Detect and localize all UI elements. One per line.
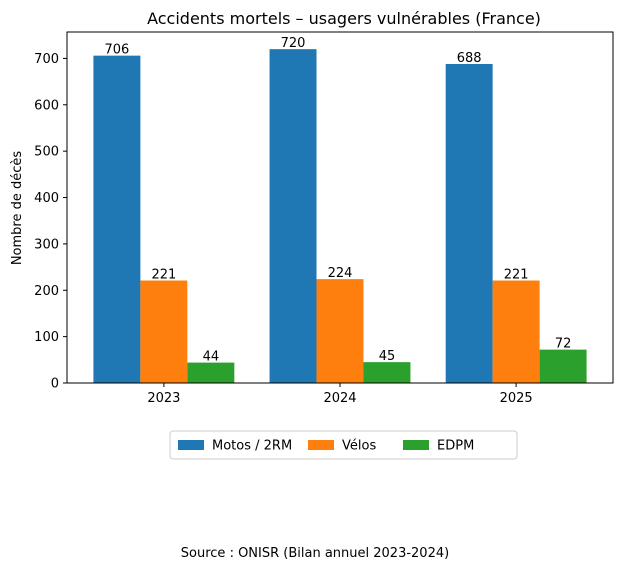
data-label: 706 xyxy=(104,43,129,58)
source-note: Source : ONISR (Bilan annuel 2023-2024) xyxy=(180,546,450,561)
bar xyxy=(93,55,141,384)
x-tick-label: 2024 xyxy=(323,391,356,406)
y-tick-label: 100 xyxy=(34,330,59,345)
bar xyxy=(492,280,540,383)
legend-swatch xyxy=(403,440,429,450)
data-label: 720 xyxy=(281,36,306,51)
bar xyxy=(445,63,493,383)
data-label: 45 xyxy=(379,349,396,364)
x-tick-label: 2025 xyxy=(500,391,533,406)
y-tick-label: 500 xyxy=(34,145,59,160)
x-tick-label: 2023 xyxy=(147,391,180,406)
bar xyxy=(363,362,411,383)
y-tick-label: 600 xyxy=(34,98,59,113)
y-tick-label: 200 xyxy=(34,284,59,299)
data-label: 224 xyxy=(328,266,353,281)
bar xyxy=(269,49,317,383)
legend-frame xyxy=(169,430,518,460)
bar xyxy=(187,362,235,383)
y-tick-label: 700 xyxy=(34,52,59,67)
legend-label: Motos / 2RM xyxy=(212,439,292,454)
data-label: 221 xyxy=(151,268,176,283)
plot-area: 0 100 200 300 400 500 600 700 706 221 44 2023 720 224… xyxy=(34,36,587,406)
y-tick-label: 300 xyxy=(34,237,59,252)
data-label: 688 xyxy=(457,51,482,66)
legend-label: Vélos xyxy=(342,439,376,454)
legend: Motos / 2RM Vélos EDPM xyxy=(169,430,518,460)
bar xyxy=(140,280,188,383)
y-tick-label: 400 xyxy=(34,191,59,206)
legend-swatch xyxy=(178,440,204,450)
chart-title: Accidents mortels – usagers vulnérables … xyxy=(147,9,541,28)
y-axis-label: Nombre de décès xyxy=(10,151,25,266)
y-tick-label: 0 xyxy=(51,377,59,392)
data-label: 221 xyxy=(504,268,529,283)
legend-label: EDPM xyxy=(437,439,474,454)
bar xyxy=(539,349,587,383)
data-label: 44 xyxy=(203,350,220,365)
legend-swatch xyxy=(308,440,334,450)
data-label: 72 xyxy=(555,337,572,352)
plot-frame xyxy=(66,31,614,384)
bar xyxy=(316,279,364,383)
